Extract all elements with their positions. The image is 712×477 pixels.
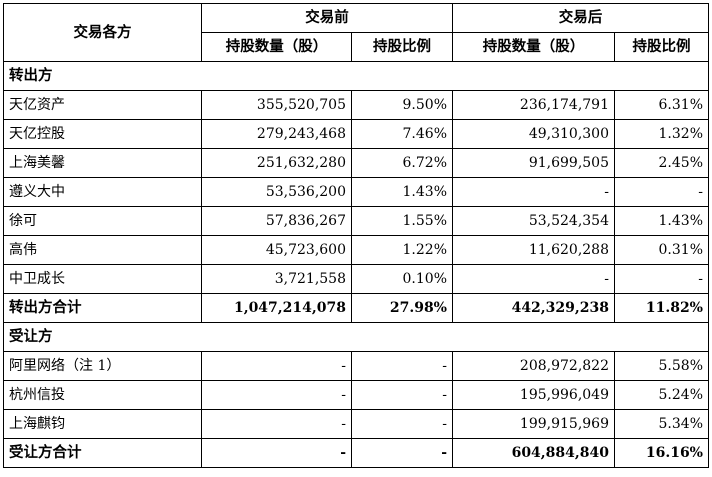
shareholding-table: 交易各方 交易前 交易后 持股数量（股） 持股比例 持股数量（股） 持股比例 转… [3, 3, 709, 468]
before-shares-cell: 251,632,280 [201, 148, 352, 178]
header-after: 交易后 [452, 3, 709, 33]
before-shares-cell: - [201, 380, 352, 410]
before-ratio-cell: 27.98% [351, 293, 453, 323]
section-total-row: 转出方合计 1,047,214,078 27.98% 442,329,238 11.82… [3, 293, 709, 323]
before-shares-cell: - [201, 438, 352, 468]
table-row: 杭州信投 - -195,996,049 5.24% [3, 380, 709, 410]
table-row: 中卫成长 3,721,558 0.10% - - [3, 264, 709, 294]
after-ratio-cell: 0.31% [614, 235, 709, 265]
table-row: 阿里网络（注 1） - -208,972,822 5.58% [3, 351, 709, 381]
before-shares-cell: 1,047,214,078 [201, 293, 352, 323]
table-row: 天亿控股 279,243,468 7.46% 49,310,300 1.32% [3, 119, 709, 149]
before-ratio-cell: - [351, 409, 453, 439]
before-shares-cell: - [201, 409, 352, 439]
after-ratio-cell: 16.16% [614, 438, 709, 468]
header-after-ratio: 持股比例 [614, 32, 709, 62]
before-ratio-cell: - [351, 438, 453, 468]
section-header-row: 转出方 [3, 61, 709, 91]
before-ratio-cell: 6.72% [351, 148, 453, 178]
after-ratio-cell: - [614, 177, 709, 207]
before-shares-cell: 355,520,705 [201, 90, 352, 120]
header-after-shares: 持股数量（股） [452, 32, 615, 62]
after-shares-cell: 604,884,840 [452, 438, 615, 468]
party-name-cell: 中卫成长 [3, 264, 202, 294]
before-ratio-cell: 7.46% [351, 119, 453, 149]
after-shares-cell: - [452, 177, 615, 207]
section-title: 转出方 [3, 61, 709, 91]
after-shares-cell: 199,915,969 [452, 409, 615, 439]
after-ratio-cell: 5.34% [614, 409, 709, 439]
party-name-cell: 受让方合计 [3, 438, 202, 468]
before-ratio-cell: 9.50% [351, 90, 453, 120]
party-name-cell: 阿里网络（注 1） [3, 351, 202, 381]
after-shares-cell: 11,620,288 [452, 235, 615, 265]
party-name-cell: 上海麒钧 [3, 409, 202, 439]
before-shares-cell: 279,243,468 [201, 119, 352, 149]
header-row-top: 交易各方 交易前 交易后 [3, 3, 709, 62]
after-ratio-cell: 2.45% [614, 148, 709, 178]
before-shares-cell: 45,723,600 [201, 235, 352, 265]
party-name-cell: 天亿资产 [3, 90, 202, 120]
after-shares-cell: 49,310,300 [452, 119, 615, 149]
after-ratio-cell: - [614, 264, 709, 294]
before-ratio-cell: - [351, 380, 453, 410]
before-ratio-cell: 1.43% [351, 177, 453, 207]
party-name-cell: 天亿控股 [3, 119, 202, 149]
table-row: 遵义大中 53,536,200 1.43% - - [3, 177, 709, 207]
table-row: 高伟 45,723,600 1.22% 11,620,288 0.31% [3, 235, 709, 265]
after-ratio-cell: 5.58% [614, 351, 709, 381]
party-name-cell: 遵义大中 [3, 177, 202, 207]
header-before: 交易前 [201, 3, 453, 33]
after-ratio-cell: 11.82% [614, 293, 709, 323]
before-ratio-cell: - [351, 351, 453, 381]
after-ratio-cell: 1.43% [614, 206, 709, 236]
after-shares-cell: 195,996,049 [452, 380, 615, 410]
party-name-cell: 高伟 [3, 235, 202, 265]
after-shares-cell: - [452, 264, 615, 294]
before-ratio-cell: 1.55% [351, 206, 453, 236]
section-total-row: 受让方合计 - -604,884,840 16.16% [3, 438, 709, 468]
table-row: 天亿资产 355,520,705 9.50% 236,174,791 6.31% [3, 90, 709, 120]
header-before-shares: 持股数量（股） [201, 32, 352, 62]
after-ratio-cell: 6.31% [614, 90, 709, 120]
section-header-row: 受让方 [3, 322, 709, 352]
table-row: 上海麒钧 - -199,915,969 5.34% [3, 409, 709, 439]
after-shares-cell: 442,329,238 [452, 293, 615, 323]
table-row: 徐可 57,836,267 1.55% 53,524,354 1.43% [3, 206, 709, 236]
party-name-cell: 杭州信投 [3, 380, 202, 410]
after-shares-cell: 53,524,354 [452, 206, 615, 236]
before-shares-cell: 3,721,558 [201, 264, 352, 294]
after-ratio-cell: 1.32% [614, 119, 709, 149]
before-shares-cell: - [201, 351, 352, 381]
section-title: 受让方 [3, 322, 709, 352]
header-party: 交易各方 [3, 3, 202, 62]
table-body: 转出方 天亿资产 355,520,705 9.50% 236,174,791 6.31% 天… [3, 61, 709, 468]
before-ratio-cell: 1.22% [351, 235, 453, 265]
party-name-cell: 转出方合计 [3, 293, 202, 323]
after-ratio-cell: 5.24% [614, 380, 709, 410]
after-shares-cell: 208,972,822 [452, 351, 615, 381]
before-shares-cell: 57,836,267 [201, 206, 352, 236]
after-shares-cell: 236,174,791 [452, 90, 615, 120]
before-ratio-cell: 0.10% [351, 264, 453, 294]
after-shares-cell: 91,699,505 [452, 148, 615, 178]
party-name-cell: 上海美馨 [3, 148, 202, 178]
table-row: 上海美馨 251,632,280 6.72% 91,699,505 2.45% [3, 148, 709, 178]
header-row-sub: 持股数量（股） 持股比例 持股数量（股） 持股比例 [4, 32, 709, 62]
party-name-cell: 徐可 [3, 206, 202, 236]
before-shares-cell: 53,536,200 [201, 177, 352, 207]
header-before-ratio: 持股比例 [351, 32, 453, 62]
